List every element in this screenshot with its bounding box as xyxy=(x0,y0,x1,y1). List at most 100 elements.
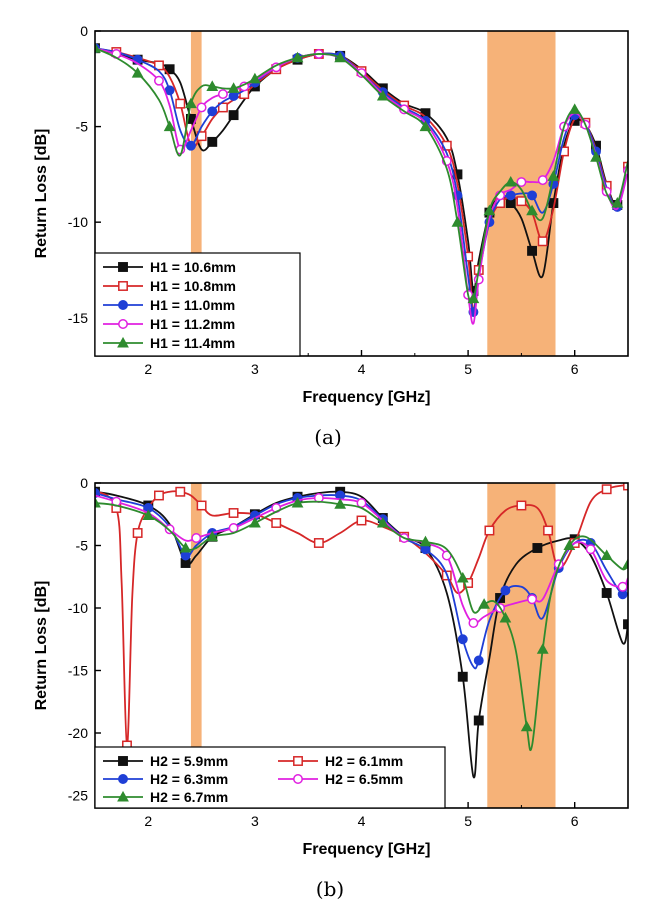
x-axis-label: Frequency [GHz] xyxy=(302,841,430,858)
legend-label-1: H1 = 10.6mm xyxy=(150,259,236,275)
series-2-point xyxy=(601,484,612,495)
series-line-5 xyxy=(95,47,628,304)
series-3-point xyxy=(473,655,484,666)
series-5-point xyxy=(456,571,469,583)
series-4-point xyxy=(516,177,527,187)
caption-a: (a) xyxy=(314,425,342,449)
series-3-point xyxy=(180,550,191,561)
series-3-point xyxy=(207,106,218,117)
legend-label-5: H2 = 6.7mm xyxy=(150,789,228,805)
series-1-point xyxy=(228,110,239,121)
series-4-point xyxy=(196,102,207,113)
legend-marker-4 xyxy=(118,319,128,329)
series-5-point xyxy=(249,516,261,528)
shaded-band-2 xyxy=(487,483,556,808)
series-2-point xyxy=(313,538,324,548)
y-tick-label: 0 xyxy=(80,475,88,491)
y-axis-label: Return Loss [dB] xyxy=(33,129,50,259)
y-tick-label: -10 xyxy=(68,600,88,616)
legend: H1 = 10.6mm H1 = 10.8mm H1 = 11.0mm H1 = 11… xyxy=(94,252,301,357)
series-5-point xyxy=(291,496,304,508)
series-2-point xyxy=(537,236,548,247)
series-5-point xyxy=(536,643,549,654)
y-tick-label: -5 xyxy=(76,119,89,135)
series-1-point xyxy=(207,136,218,147)
series-5-point xyxy=(483,204,496,216)
series-4-point xyxy=(585,544,596,555)
panel-b: 2 3 4 5 6 0 -5 -10 -15 -20 -25 Frequency [GHz] Retur… xyxy=(33,475,629,858)
shaded-band-1 xyxy=(190,483,202,808)
series-5-point xyxy=(95,496,101,508)
series-2-point xyxy=(516,196,527,207)
panel-a: 2 3 4 5 6 0 -5 -10 -15 Frequency [GHz] Return Loss… xyxy=(33,23,629,406)
legend-marker-1 xyxy=(118,262,128,272)
series-5-point xyxy=(467,292,480,304)
series-5-point xyxy=(227,82,240,93)
series-2-point xyxy=(484,525,495,536)
y-tick-label: -25 xyxy=(68,788,88,804)
legend-marker-2 xyxy=(293,756,303,766)
series-3-point xyxy=(457,634,468,645)
x-tick-label: 5 xyxy=(464,813,472,829)
series-5-point xyxy=(499,611,512,623)
legend-label-5: H1 = 11.4mm xyxy=(150,335,235,351)
series-line-3 xyxy=(95,47,628,313)
x-tick-label: 4 xyxy=(358,813,366,829)
series-2-point xyxy=(175,486,186,497)
y-axis-label: Return Loss [dB] xyxy=(33,581,50,711)
y-tick-label: -15 xyxy=(68,310,88,326)
x-tick-label: 6 xyxy=(571,361,579,377)
series-5-point xyxy=(249,72,261,84)
series-2-point xyxy=(154,490,164,501)
series-5-point xyxy=(142,509,155,521)
series-1-point xyxy=(601,588,612,598)
legend-label-3: H1 = 11.0mm xyxy=(150,297,235,313)
series-line-2 xyxy=(95,47,628,312)
series-2-point xyxy=(175,98,186,109)
legend-marker-4 xyxy=(293,774,303,784)
series-line-4 xyxy=(95,47,628,325)
series-3-point xyxy=(527,190,538,201)
plot-area xyxy=(95,42,628,325)
legend-label-4: H2 = 6.5mm xyxy=(325,771,403,787)
series-1-point xyxy=(527,245,538,256)
series-5-point xyxy=(590,151,602,162)
series-3-point xyxy=(505,190,516,201)
x-tick-label: 3 xyxy=(251,361,259,377)
y-tick-label: -15 xyxy=(68,663,88,679)
series-5-point xyxy=(419,120,432,132)
x-tick-label: 4 xyxy=(358,361,366,377)
series-4-point xyxy=(154,75,164,86)
series-5-point xyxy=(622,558,628,569)
series-2-point xyxy=(217,102,228,113)
series-4-point xyxy=(468,618,479,628)
x-tick-label: 2 xyxy=(144,813,152,829)
series-2-point xyxy=(154,60,164,71)
legend-box xyxy=(94,746,446,809)
series-4-point xyxy=(356,68,367,79)
series-5-point xyxy=(95,42,101,53)
series-5-point xyxy=(547,170,560,181)
series-4-point xyxy=(617,581,628,592)
y-tick-label: -20 xyxy=(68,725,88,741)
legend: H2 = 5.9mm H2 = 6.1mm H2 = 6.3mm H2 = 6.5mm… xyxy=(94,746,446,809)
series-5-point xyxy=(291,51,304,63)
legend-marker-2 xyxy=(118,281,128,291)
legend-marker-5 xyxy=(117,790,129,802)
series-line-2 xyxy=(95,484,628,747)
y-tick-label: 0 xyxy=(80,23,88,39)
series-1-point xyxy=(532,543,543,553)
legend-box xyxy=(94,252,301,357)
y-tick-label: -5 xyxy=(76,538,89,554)
series-3-point xyxy=(500,585,511,596)
plot-area xyxy=(95,483,628,779)
series-2-point xyxy=(132,528,143,538)
caption-b: (b) xyxy=(316,877,344,901)
series-5-point xyxy=(600,549,613,561)
series-5-point xyxy=(206,80,219,91)
series-4-point xyxy=(356,498,367,508)
series-5-point xyxy=(131,66,144,78)
series-3-point xyxy=(420,544,431,555)
series-3-point xyxy=(185,140,196,151)
series-3-point xyxy=(228,91,239,101)
